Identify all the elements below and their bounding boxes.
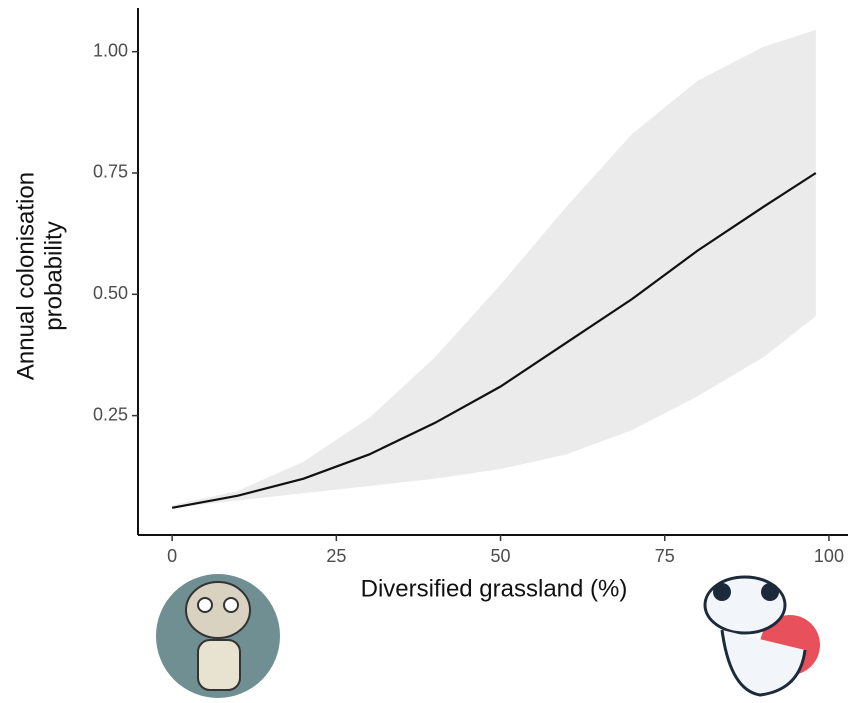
left-icon [156, 574, 280, 698]
y-tick-label: 1.00 [93, 40, 128, 60]
chart: Diversified grassland (%) Annual colonis… [0, 0, 853, 703]
confidence-band [172, 30, 816, 508]
y-tick-label: 0.25 [93, 404, 128, 424]
right-icon [705, 577, 820, 695]
y-axis-title-line: probability [40, 221, 67, 330]
y-axis-title: Annual colonisation probability [12, 172, 67, 380]
y-tick-label: 0.75 [93, 162, 128, 182]
x-tick-label: 50 [491, 546, 511, 566]
x-tick-label: 25 [326, 546, 346, 566]
x-tick-label: 75 [655, 546, 675, 566]
x-tick-label: 0 [167, 546, 177, 566]
x-tick-label: 100 [814, 546, 844, 566]
x-axis-title: Diversified grassland (%) [361, 575, 628, 602]
y-tick-label: 0.50 [93, 283, 128, 303]
y-axis-title-line: Annual colonisation [12, 172, 39, 380]
